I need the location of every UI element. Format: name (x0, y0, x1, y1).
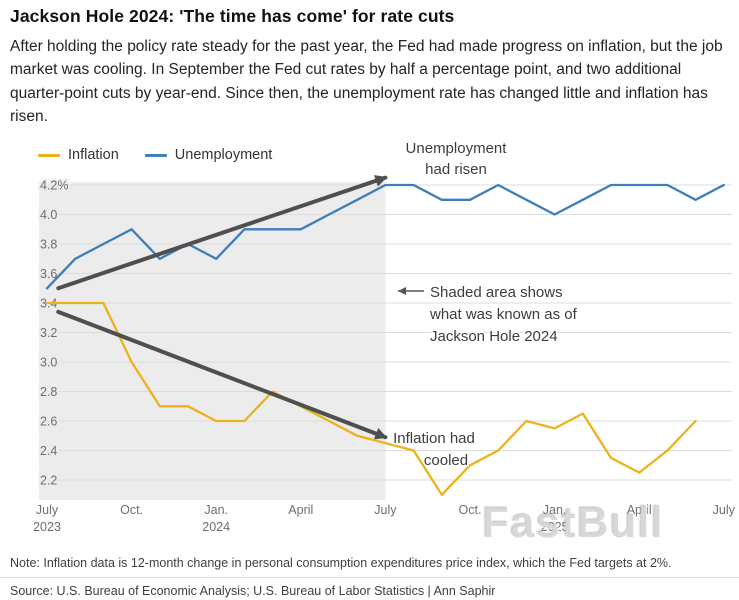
legend: Inflation Unemployment (38, 147, 272, 163)
svg-text:2.4: 2.4 (40, 444, 57, 458)
annotation-shaded-area: Shaded area shows what was known as of J… (398, 283, 579, 347)
gridlines (40, 184, 732, 481)
chart-description: After holding the policy rate steady for… (10, 38, 723, 125)
x-axis-labels: July 2023 Oct. Jan. 2024 April July Oct. Jan. 202… (33, 503, 736, 534)
annotation-line: Jackson Hole 2024 (430, 328, 558, 345)
legend-item-inflation: Inflation (38, 147, 119, 163)
svg-text:April: April (288, 503, 313, 517)
svg-text:Jan.: Jan. (204, 503, 228, 517)
svg-text:April: April (627, 503, 652, 517)
svg-text:2024: 2024 (202, 520, 230, 534)
svg-text:4.0: 4.0 (40, 208, 57, 222)
watermark: FastBull (482, 498, 664, 547)
annotation-unemployment-had-risen: Unemployment had risen (404, 139, 509, 180)
svg-text:3.2: 3.2 (40, 326, 57, 340)
svg-text:Jan.: Jan. (543, 503, 567, 517)
y-axis-labels: 4.2%4.03.83.63.43.23.02.82.62.42.2 (38, 177, 71, 490)
unemployment-line-icon (144, 153, 167, 157)
annotation-line: cooled (424, 452, 468, 469)
series-inflation (45, 301, 697, 496)
svg-text:July: July (36, 503, 59, 517)
divider (0, 577, 739, 578)
svg-text:2023: 2023 (33, 520, 61, 534)
annotation-line: what was known as of (429, 306, 578, 323)
annotation-line: Shaded area shows (430, 284, 563, 301)
footnote: Note: Inflation data is 12-month change … (10, 556, 672, 570)
svg-text:Oct.: Oct. (120, 503, 143, 517)
svg-text:2.8: 2.8 (40, 385, 57, 399)
svg-text:3.8: 3.8 (40, 238, 57, 252)
svg-text:2025: 2025 (541, 520, 569, 534)
svg-text:July: July (713, 503, 736, 517)
svg-text:2.2: 2.2 (40, 474, 57, 488)
annotation-line: had risen (425, 161, 487, 178)
annotation-line: Inflation had (393, 430, 475, 447)
svg-text:July: July (374, 503, 397, 517)
header: Jackson Hole 2024: 'The time has come' f… (10, 6, 732, 128)
annotation-inflation-had-cooled: Inflation had cooled (392, 429, 477, 471)
svg-text:3.6: 3.6 (40, 267, 57, 281)
annotation-line: Unemployment (406, 140, 508, 157)
source-line: Source: U.S. Bureau of Economic Analysis… (10, 584, 496, 598)
trend-arrows (56, 175, 388, 440)
legend-item-unemployment: Unemployment (144, 147, 273, 163)
svg-text:2.6: 2.6 (40, 415, 57, 429)
inflation-line-icon (38, 153, 60, 157)
page-title: Jackson Hole 2024: 'The time has come' f… (10, 6, 455, 26)
legend-label-inflation: Inflation (68, 147, 119, 163)
svg-text:Oct.: Oct. (459, 503, 482, 517)
svg-text:4.2%: 4.2% (40, 179, 69, 193)
svg-text:3.0: 3.0 (40, 356, 57, 370)
legend-label-unemployment: Unemployment (174, 147, 273, 163)
shaded-region (39, 182, 386, 500)
